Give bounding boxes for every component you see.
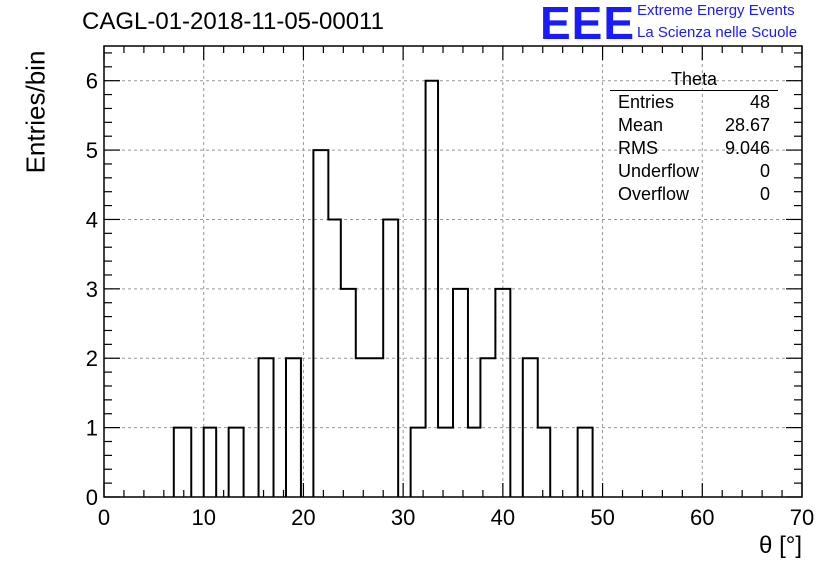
x-tick-label: 10 [191, 505, 215, 530]
y-tick-label: 1 [86, 416, 98, 441]
stats-label: Overflow [618, 183, 689, 206]
histogram-bar [538, 428, 550, 497]
x-tick-label: 0 [98, 505, 110, 530]
stats-title: Theta [610, 68, 778, 91]
x-axis-label: θ [°] [759, 532, 802, 560]
histogram-bar [174, 428, 191, 497]
stats-value: 0 [760, 183, 770, 206]
stats-box: Theta Entries 48 Mean 28.67 RMS 9.046 Un… [610, 68, 778, 206]
chart-title: CAGL-01-2018-11-05-00011 [82, 8, 384, 36]
stats-label: Mean [618, 114, 663, 137]
x-tick-label: 60 [690, 505, 714, 530]
x-tick-label: 40 [491, 505, 515, 530]
y-tick-label: 5 [86, 138, 98, 163]
histogram-bar [468, 428, 480, 497]
stats-value: 28.67 [725, 114, 770, 137]
stats-row-mean: Mean 28.67 [610, 114, 778, 137]
stats-row-overflow: Overflow 0 [610, 183, 778, 206]
stats-value: 9.046 [725, 137, 770, 160]
stats-row-entries: Entries 48 [610, 91, 778, 114]
histogram-bar [204, 428, 216, 497]
stats-label: RMS [618, 137, 658, 160]
y-tick-label: 0 [86, 485, 98, 510]
y-axis-label: Entries/bin [21, 51, 52, 174]
histogram-bar [411, 428, 426, 497]
histogram-bar [438, 428, 453, 497]
histogram-bar [341, 289, 356, 497]
x-tick-label: 30 [391, 505, 415, 530]
stats-label: Underflow [618, 160, 699, 183]
histogram-bar [313, 150, 328, 497]
stats-value: 48 [750, 91, 770, 114]
y-tick-label: 2 [86, 346, 98, 371]
y-tick-label: 3 [86, 277, 98, 302]
y-tick-label: 6 [86, 69, 98, 94]
x-tick-label: 20 [291, 505, 315, 530]
histogram-bar [453, 289, 468, 497]
histogram-bar [495, 289, 510, 497]
logo-line-1: Extreme Energy Events [637, 2, 795, 19]
y-tick-label: 4 [86, 207, 98, 232]
eee-logo: EEE [540, 0, 635, 50]
stats-row-rms: RMS 9.046 [610, 137, 778, 160]
stats-row-underflow: Underflow 0 [610, 160, 778, 183]
stats-label: Entries [618, 91, 674, 114]
logo-line-2: La Scienza nelle Scuole [637, 24, 797, 41]
x-tick-label: 70 [790, 505, 814, 530]
histogram-bar [383, 219, 398, 497]
stats-value: 0 [760, 160, 770, 183]
histogram-bar [578, 428, 593, 497]
histogram-bar [229, 428, 244, 497]
x-tick-label: 50 [590, 505, 614, 530]
